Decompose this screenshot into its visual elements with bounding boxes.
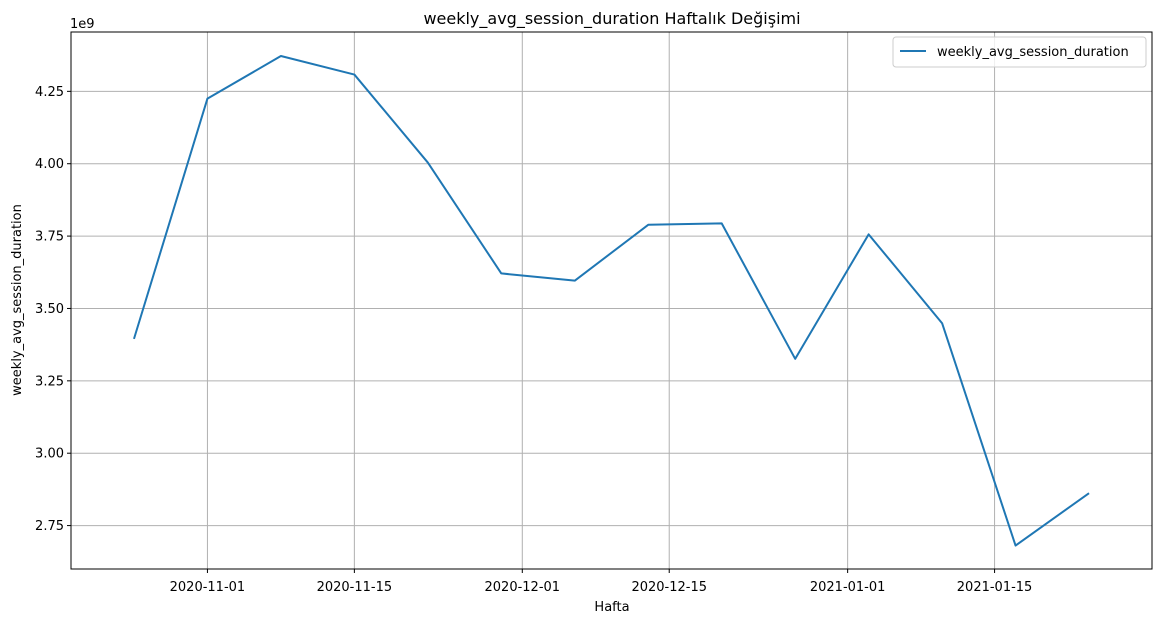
y-tick-label: 4.00: [35, 157, 64, 172]
y-tick-label: 3.75: [35, 230, 64, 245]
x-axis-ticks: 2020-11-01 2020-11-15 2020-12-01 2020-12-15…: [170, 569, 1033, 595]
x-axis-label: Hafta: [594, 600, 629, 615]
y-tick-label: 3.25: [35, 374, 64, 389]
y-offset-label: 1e9: [70, 17, 95, 32]
grid: [71, 32, 1152, 569]
x-tick-label: 2020-11-01: [170, 580, 246, 595]
legend-label: weekly_avg_session_duration: [937, 45, 1129, 60]
y-tick-label: 2.75: [35, 519, 64, 534]
x-tick-label: 2020-12-15: [631, 580, 707, 595]
legend: weekly_avg_session_duration: [892, 36, 1147, 68]
y-axis-ticks: 2.75 3.00 3.25 3.50 3.75 4.00 4.25: [35, 85, 71, 534]
chart-title: weekly_avg_session_duration Haftalık Değ…: [423, 9, 800, 29]
y-tick-label: 3.00: [35, 447, 64, 462]
x-tick-label: 2021-01-15: [957, 580, 1033, 595]
series-lines: [133, 55, 1090, 547]
x-tick-label: 2021-01-01: [810, 580, 886, 595]
y-tick-label: 4.25: [35, 85, 64, 100]
plot-frame: [70, 31, 1153, 570]
x-tick-label: 2020-12-01: [485, 580, 561, 595]
x-tick-label: 2020-11-15: [317, 580, 393, 595]
series-line-0: [133, 55, 1090, 547]
legend-box: [892, 36, 1147, 68]
y-tick-label: 3.50: [35, 302, 64, 317]
y-axis-label: weekly_avg_session_duration: [10, 204, 25, 396]
